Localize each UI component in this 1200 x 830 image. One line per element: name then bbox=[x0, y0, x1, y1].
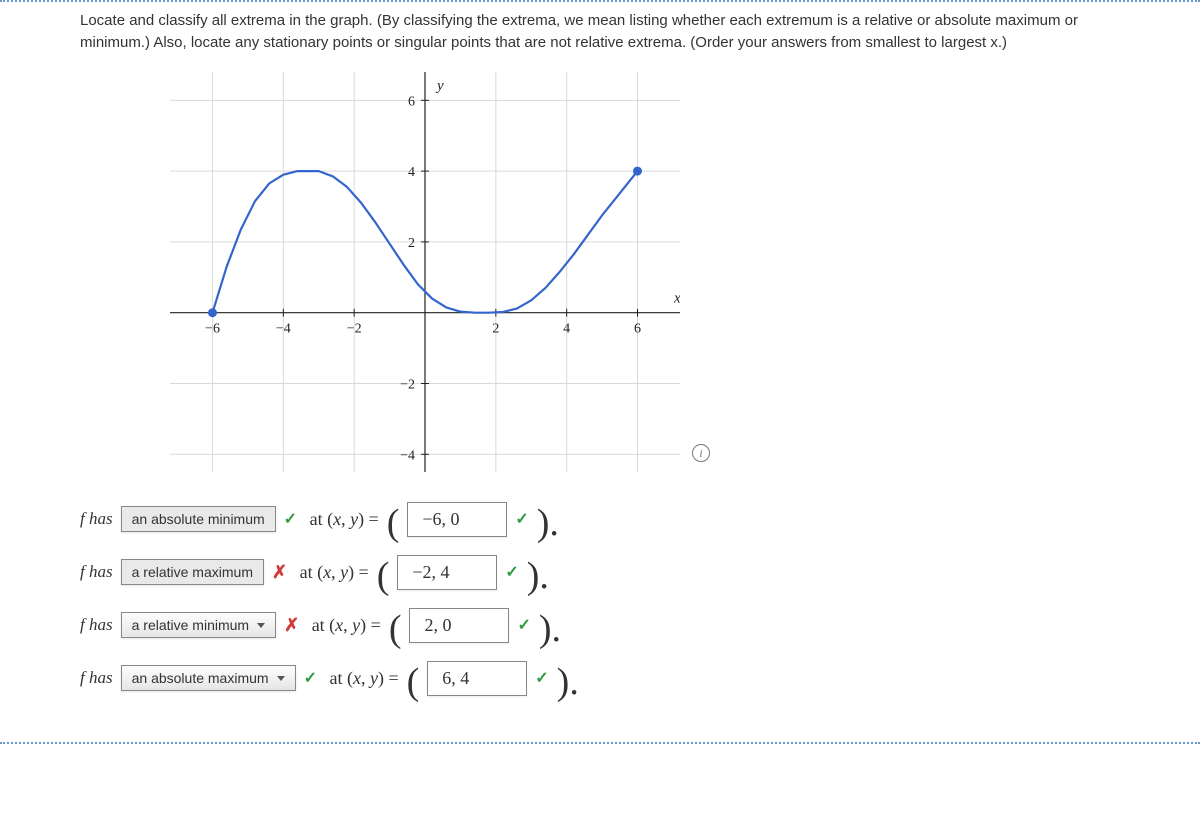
paren-close: ). bbox=[537, 512, 559, 535]
check-icon: ✓ bbox=[284, 509, 297, 529]
classification-answered: an absolute minimum bbox=[121, 506, 276, 532]
answer-row: f has an absolute maximum ✓ at (x, y) = (6,… bbox=[80, 661, 1120, 696]
svg-text:−2: −2 bbox=[347, 321, 362, 336]
paren-open: ( bbox=[407, 671, 420, 694]
paren-open: ( bbox=[387, 512, 400, 535]
classification-select[interactable]: an absolute maximum bbox=[121, 665, 296, 691]
answer-rows: f has an absolute minimum ✓ at (x, y) = ( −6… bbox=[80, 502, 1120, 696]
answer-row: f has an absolute minimum ✓ at (x, y) = ( −6… bbox=[80, 502, 1120, 537]
svg-text:4: 4 bbox=[408, 165, 415, 180]
paren-open: ( bbox=[377, 565, 390, 588]
answer-row: f has a relative minimum ✗ at (x, y) = (2, … bbox=[80, 608, 1120, 643]
svg-text:6: 6 bbox=[634, 321, 641, 336]
f-has-label: f has bbox=[80, 615, 113, 635]
coordinate-input[interactable]: −2, 4 bbox=[397, 555, 497, 590]
paren-open: ( bbox=[389, 618, 402, 641]
at-xy-label: at (x, y) = bbox=[295, 562, 369, 583]
info-icon[interactable]: i bbox=[692, 444, 710, 462]
graph-svg: −6 −4 −2 2 4 6 −4 −2 2 4 6 x y bbox=[170, 72, 680, 472]
cross-icon: ✗ bbox=[284, 615, 299, 636]
chevron-down-icon bbox=[257, 623, 265, 628]
paren-close: ). bbox=[527, 565, 549, 588]
paren-close: ). bbox=[539, 618, 561, 641]
svg-text:−2: −2 bbox=[400, 377, 415, 392]
cross-icon: ✗ bbox=[272, 562, 287, 583]
svg-text:−6: −6 bbox=[205, 321, 220, 336]
svg-text:2: 2 bbox=[408, 235, 415, 250]
check-icon: ✓ bbox=[517, 615, 530, 635]
question-container: Locate and classify all extrema in the g… bbox=[0, 0, 1200, 744]
svg-text:2: 2 bbox=[492, 321, 499, 336]
classification-select-value: a relative minimum bbox=[132, 617, 249, 633]
chevron-down-icon bbox=[277, 676, 285, 681]
svg-text:−4: −4 bbox=[400, 448, 415, 463]
at-xy-label: at (x, y) = bbox=[305, 509, 379, 530]
check-icon: ✓ bbox=[505, 562, 518, 582]
classification-select[interactable]: a relative minimum bbox=[121, 612, 276, 638]
f-has-label: f has bbox=[80, 562, 113, 582]
svg-text:−4: −4 bbox=[276, 321, 291, 336]
answer-row: f has a relative maximum ✗ at (x, y) = ( −2,… bbox=[80, 555, 1120, 590]
check-icon: ✓ bbox=[304, 668, 317, 688]
svg-text:6: 6 bbox=[408, 94, 415, 109]
f-has-label: f has bbox=[80, 509, 113, 529]
coordinate-input[interactable]: 2, 0 bbox=[409, 608, 509, 643]
content-area: Locate and classify all extrema in the g… bbox=[0, 10, 1200, 734]
graph: −6−4−2246−4−2246xy i bbox=[170, 72, 680, 472]
svg-text:4: 4 bbox=[563, 321, 570, 336]
f-has-label: f has bbox=[80, 668, 113, 688]
coordinate-input[interactable]: 6, 4 bbox=[427, 661, 527, 696]
at-xy-label: at (x, y) = bbox=[325, 668, 399, 689]
coordinate-input[interactable]: −6, 0 bbox=[407, 502, 507, 537]
question-text: Locate and classify all extrema in the g… bbox=[80, 10, 1120, 54]
svg-text:x: x bbox=[673, 290, 680, 306]
paren-close: ). bbox=[557, 671, 579, 694]
svg-text:y: y bbox=[435, 78, 444, 94]
at-xy-label: at (x, y) = bbox=[307, 615, 381, 636]
classification-select-value: an absolute maximum bbox=[132, 670, 269, 686]
classification-answered: a relative maximum bbox=[121, 559, 264, 585]
check-icon: ✓ bbox=[535, 668, 548, 688]
check-icon: ✓ bbox=[515, 509, 528, 529]
